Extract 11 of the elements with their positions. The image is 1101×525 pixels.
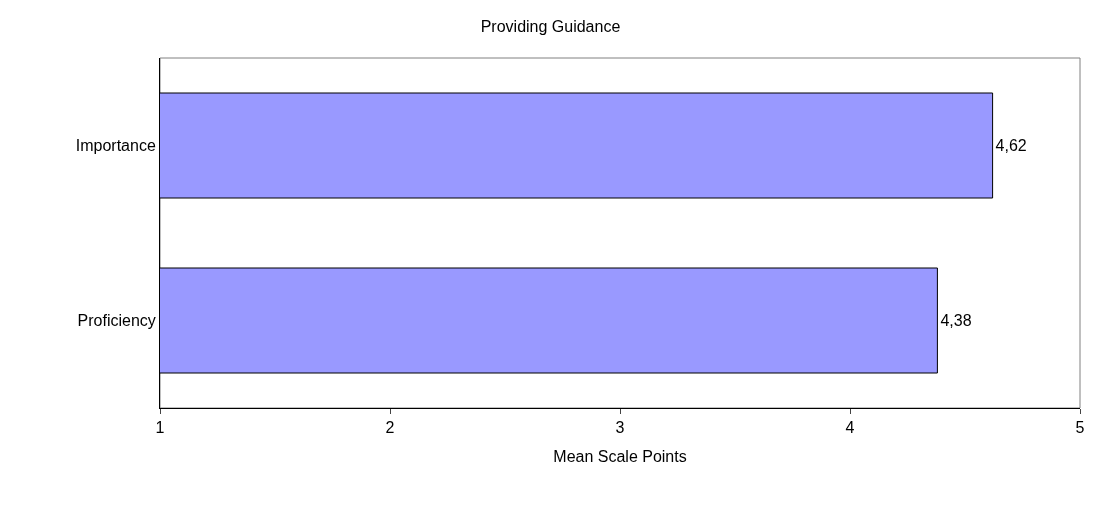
x-tick-label: 5	[1075, 419, 1085, 437]
data-label: 4,62	[995, 137, 1027, 154]
x-tick-label: 4	[845, 419, 855, 437]
y-tick-label: Importance	[75, 137, 156, 155]
x-tick-label: 3	[615, 419, 625, 437]
x-tick-label: 1	[155, 419, 165, 437]
x-axis-title: Mean Scale Points	[553, 447, 687, 465]
y-tick-label: Proficiency	[77, 312, 156, 330]
x-tick-label: 2	[385, 419, 395, 437]
data-label: 4,38	[940, 312, 972, 329]
chart-title: Providing Guidance	[480, 18, 621, 36]
